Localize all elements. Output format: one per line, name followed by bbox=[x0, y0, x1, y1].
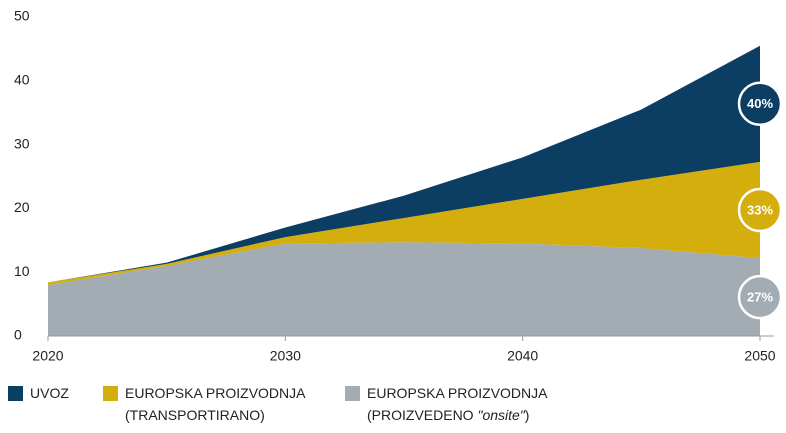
y-tick-label: 40 bbox=[14, 72, 30, 88]
y-tick-label: 50 bbox=[14, 8, 30, 24]
legend-label: UVOZ bbox=[30, 385, 69, 401]
y-tick-label: 0 bbox=[14, 327, 22, 343]
share-badge bbox=[737, 187, 783, 233]
legend-text-part: (TRANSPORTIRANO) bbox=[125, 407, 265, 423]
area bbox=[48, 161, 760, 285]
legend-text-part: "onsite" bbox=[477, 407, 525, 423]
legend-text-part: EUROPSKA PROIZVODNJA bbox=[367, 385, 548, 401]
area bbox=[48, 242, 760, 336]
y-tick-label: 10 bbox=[14, 263, 30, 279]
legend-text-part: EUROPSKA PROIZVODNJA bbox=[125, 385, 306, 401]
x-tick-label: 2020 bbox=[32, 348, 63, 364]
area bbox=[48, 45, 760, 283]
legend-swatch bbox=[103, 386, 118, 401]
legend-swatch bbox=[8, 386, 23, 401]
share-label: 40% bbox=[747, 96, 773, 111]
legend-swatch bbox=[345, 386, 360, 401]
legend-text-part: UVOZ bbox=[30, 385, 69, 401]
x-tick-label: 2030 bbox=[270, 348, 301, 364]
legend-text-part: ) bbox=[525, 407, 530, 423]
share-badge bbox=[737, 274, 783, 320]
share-label: 33% bbox=[747, 202, 773, 217]
x-tick-label: 2050 bbox=[744, 348, 775, 364]
y-tick-label: 30 bbox=[14, 135, 30, 151]
x-tick-label: 2040 bbox=[507, 348, 538, 364]
share-badge bbox=[737, 81, 783, 127]
legend-label: EUROPSKA PROIZVODNJA (TRANSPORTIRANO) bbox=[125, 385, 306, 423]
legend-text-part: (PROIZVEDENO bbox=[367, 407, 477, 423]
share-label: 27% bbox=[747, 290, 773, 305]
y-tick-label: 20 bbox=[14, 199, 30, 215]
legend-label: EUROPSKA PROIZVODNJA (PROIZVEDENO "onsite… bbox=[367, 385, 548, 423]
